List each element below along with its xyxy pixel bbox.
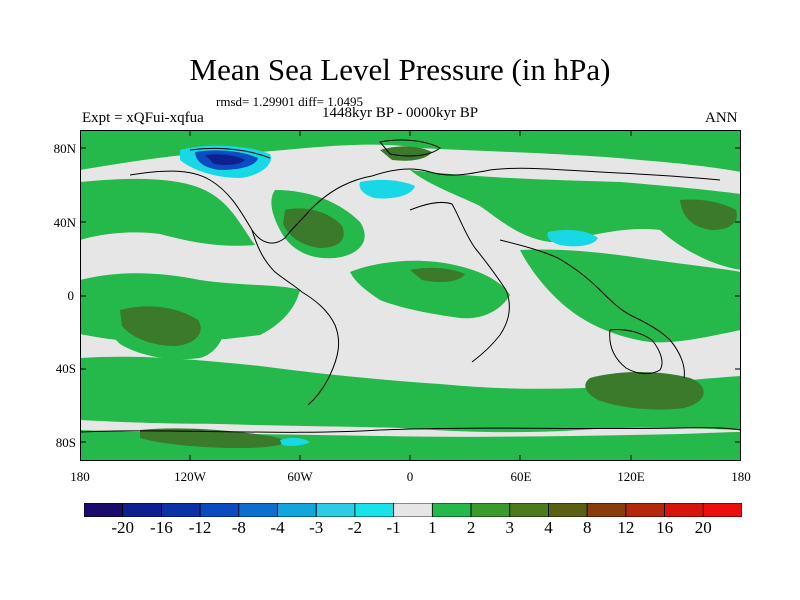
lat-label-80s: 80S	[55, 435, 76, 450]
lat-label-40n: 40N	[53, 215, 76, 230]
colorbar	[84, 503, 742, 517]
lat-label-40s: 40S	[55, 361, 76, 376]
colorbar-swatch	[393, 503, 433, 517]
lon-label-120w: 120W	[174, 469, 206, 484]
colorbar-label: -2	[347, 518, 362, 537]
lon-label-180w: 180	[70, 469, 90, 484]
colorbar-swatch	[548, 503, 588, 517]
colorbar-label: 4	[544, 518, 553, 537]
colorbar-label: 3	[505, 518, 515, 537]
colorbar-swatch	[702, 503, 742, 517]
colorbar-swatch	[84, 503, 124, 517]
experiment-label: Expt = xQFui-xqfua	[82, 110, 204, 126]
lon-label-0: 0	[406, 469, 414, 484]
lon-label-60w: 60W	[287, 469, 313, 484]
colorbar-swatch	[664, 503, 704, 517]
colorbar-label: 8	[582, 518, 592, 537]
colorbar-swatch	[431, 503, 472, 517]
map-title: Mean Sea Level Pressure (in hPa)	[189, 52, 611, 87]
lat-label-0: 0	[67, 288, 75, 303]
axis-ticks	[80, 130, 741, 461]
colorbar-swatch	[122, 503, 162, 517]
colorbar-label: 16	[656, 518, 674, 537]
anomaly-negative-regions	[180, 145, 598, 446]
coastlines	[80, 139, 741, 433]
colorbar-label: 2	[466, 518, 476, 537]
colorbar-label: -16	[150, 518, 173, 537]
colorbar-swatch	[315, 503, 356, 517]
colorbar-swatch	[277, 503, 317, 517]
colorbar-label: 20	[694, 518, 712, 537]
colorbar-swatch	[586, 503, 627, 517]
colorbar-swatch	[625, 503, 665, 517]
colorbar-swatch	[161, 503, 201, 517]
lon-label-180e: 180	[731, 469, 751, 484]
stats-text: rmsd= 1.29901 diff= 1.0495	[216, 94, 363, 109]
colorbar-label: -3	[309, 518, 324, 537]
lon-label-60e: 60E	[510, 469, 532, 484]
colorbar-swatch	[354, 503, 395, 517]
colorbar-label: -12	[188, 518, 212, 537]
colorbar-label: -1	[386, 518, 401, 537]
colorbar-swatch	[199, 503, 240, 517]
lon-label-120e: 120E	[617, 469, 645, 484]
colorbar-swatch	[470, 503, 511, 517]
anomaly-olive-regions	[120, 146, 737, 448]
colorbar-label: -8	[231, 518, 246, 537]
colorbar-label: -4	[270, 518, 285, 537]
colorbar-swatch	[238, 503, 278, 517]
anomaly-green-regions	[80, 130, 741, 461]
lat-label-80n: 80N	[53, 141, 76, 156]
pressure-map	[80, 130, 741, 461]
colorbar-label: -20	[111, 518, 135, 537]
colorbar-label: 1	[428, 518, 437, 537]
season-label: ANN	[705, 110, 738, 126]
colorbar-label: 12	[617, 518, 635, 537]
colorbar-swatch	[509, 503, 549, 517]
period-label: 1448kyr BP - 0000kyr BP	[322, 105, 479, 121]
